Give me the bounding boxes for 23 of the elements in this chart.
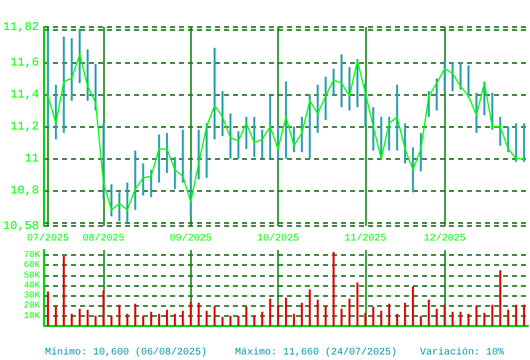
y-tick-label: 11,82 bbox=[2, 20, 39, 34]
x-tick-label: 11/2025 bbox=[344, 232, 386, 244]
y-tick-label: 60K bbox=[24, 260, 41, 270]
x-tick-label: 09/2025 bbox=[170, 232, 212, 244]
text: Mínimo: 10,600 (06/08/2025) bbox=[45, 346, 208, 358]
y-tick-label: 20K bbox=[24, 300, 41, 311]
y-tick-label: 70K bbox=[24, 250, 41, 260]
x-tick-label: 10/2025 bbox=[257, 232, 300, 244]
y-tick-label: 10,8 bbox=[10, 184, 39, 198]
y-tick-label: 10,58 bbox=[2, 219, 39, 233]
y-tick-label: 30K bbox=[24, 290, 41, 301]
y-tick-label: 40K bbox=[24, 280, 41, 290]
text: Máximo: 11,660 (24/07/2025) bbox=[235, 346, 398, 358]
x-tick-label: 07/2025 bbox=[26, 232, 69, 244]
y-tick-label: 10K bbox=[24, 310, 41, 321]
y-tick-label: 50K bbox=[24, 270, 41, 280]
x-tick-label: 08/2025 bbox=[82, 232, 125, 244]
y-tick-label: 11,2 bbox=[10, 120, 39, 134]
text: Variación: 10% bbox=[420, 346, 504, 358]
x-tick-label: 12/2025 bbox=[424, 232, 466, 244]
y-tick-label: 11 bbox=[24, 152, 39, 166]
y-tick-label: 11,4 bbox=[10, 87, 39, 102]
y-tick-label: 11,6 bbox=[10, 55, 39, 70]
